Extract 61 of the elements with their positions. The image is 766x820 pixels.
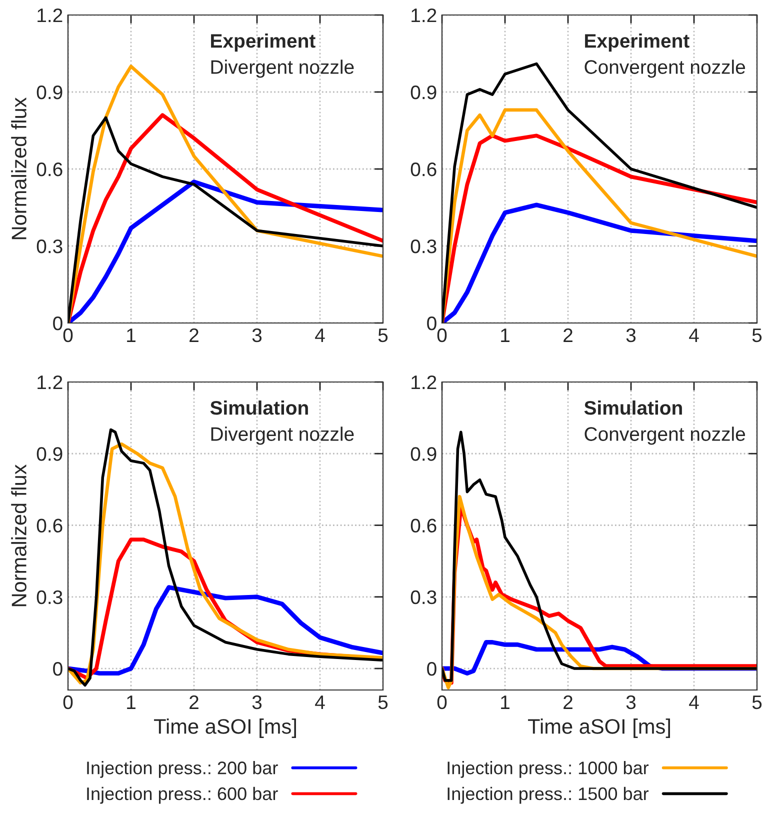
x-tick-label: 2 — [190, 695, 198, 709]
x-tick-label: 4 — [315, 328, 325, 342]
y-tick-label: 1.2 — [38, 375, 62, 390]
x-tick-label: 4 — [689, 696, 699, 709]
legend-label: Injection press.: 600 bar — [87, 786, 278, 804]
x-tick-label: 2 — [564, 328, 572, 342]
y-tick-label: 0.9 — [410, 85, 436, 100]
y-tick-label: 0.3 — [36, 239, 62, 254]
x-tick-label: 3 — [252, 328, 262, 342]
legend-label: Injection press.: 1000 bar — [448, 761, 649, 778]
x-tick-label: 2 — [190, 328, 198, 342]
annotation: Simulation — [584, 400, 682, 415]
x-tick-label: 5 — [378, 696, 388, 710]
y-tick-label: 0.6 — [410, 162, 436, 176]
x-tick-label: 1 — [501, 696, 510, 709]
y-tick-label: 0.3 — [36, 590, 62, 604]
annotation: Convergent nozzle — [584, 426, 746, 445]
y-tick-label: 0.3 — [410, 590, 436, 604]
y-tick-label: 1.2 — [38, 8, 62, 22]
x-tick-label: 1 — [501, 328, 510, 342]
x-tick-label: 5 — [752, 328, 762, 342]
x-tick-label: 3 — [252, 695, 262, 710]
annotation: Divergent nozzle — [211, 60, 354, 78]
x-tick-label: 2 — [564, 695, 572, 709]
x-tick-label: 0 — [63, 328, 73, 342]
x-axis-title: Time aSOI [ms] — [528, 718, 670, 738]
y-tick-label: 0 — [53, 316, 62, 330]
annotation: Convergent nozzle — [584, 60, 746, 78]
x-tick-label: 1 — [127, 696, 136, 709]
x-tick-label: 5 — [752, 696, 762, 710]
y-axis-title: Normalized flux — [11, 97, 26, 240]
y-tick-label: 0.9 — [36, 447, 62, 461]
y-tick-label: 0.6 — [36, 162, 62, 176]
annotation: Experiment — [585, 33, 690, 52]
line-series — [68, 585, 383, 676]
x-tick-label: 5 — [378, 328, 388, 342]
y-tick-label: 0 — [427, 662, 436, 676]
y-tick-label: 0 — [53, 662, 62, 676]
x-axis-title: Time aSOI [ms] — [154, 718, 296, 738]
y-tick-label: 1.2 — [412, 375, 436, 390]
legend-label: Injection press.: 200 bar — [87, 761, 278, 778]
annotation: Experiment — [211, 33, 316, 52]
y-tick-label: 0 — [427, 316, 436, 330]
x-tick-label: 3 — [626, 695, 636, 710]
y-tick-label: 0.6 — [410, 518, 436, 532]
legend-label: Injection press.: 1500 bar — [448, 786, 649, 804]
y-tick-label: 0.9 — [36, 85, 62, 100]
x-tick-label: 3 — [626, 328, 636, 342]
y-axis-title: Normalized flux — [11, 464, 26, 606]
y-tick-label: 1.2 — [412, 8, 436, 22]
x-tick-label: 4 — [315, 696, 325, 709]
x-tick-label: 0 — [437, 328, 447, 342]
x-tick-label: 0 — [63, 695, 73, 710]
x-tick-label: 0 — [437, 695, 447, 710]
y-tick-label: 0.9 — [410, 447, 436, 461]
x-tick-label: 1 — [127, 328, 136, 342]
y-tick-label: 0.3 — [410, 239, 436, 254]
y-tick-label: 0.6 — [36, 518, 62, 532]
x-tick-label: 4 — [689, 328, 699, 342]
annotation: Simulation — [210, 400, 308, 415]
annotation: Divergent nozzle — [211, 426, 354, 445]
